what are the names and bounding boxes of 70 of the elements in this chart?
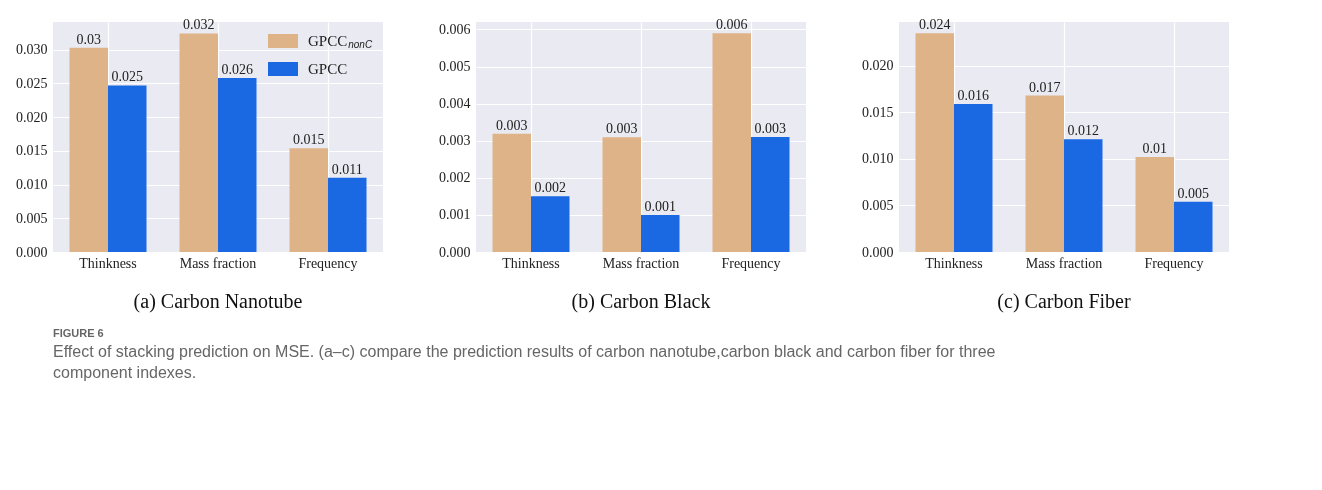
x-tick-label: Frequency	[298, 255, 358, 271]
data-label: 0.026	[221, 61, 253, 77]
bar	[641, 214, 680, 252]
y-tick-label: 0.025	[16, 75, 48, 91]
bar	[218, 77, 257, 252]
data-label: 0.005	[1177, 185, 1209, 201]
y-tick-label: 0.010	[862, 151, 894, 167]
data-label: 0.006	[716, 17, 748, 33]
y-tick-label: 0.002	[439, 170, 471, 186]
y-tick-label: 0.000	[862, 244, 894, 260]
bar	[69, 47, 108, 252]
bar	[289, 148, 328, 252]
data-label: 0.016	[957, 87, 989, 103]
y-tick-label: 0.006	[439, 21, 471, 37]
y-tick-label: 0.010	[16, 177, 48, 193]
data-label: 0.01	[1142, 141, 1167, 157]
legend-label: GPCC	[308, 61, 348, 77]
y-tick-label: 0.004	[439, 96, 471, 112]
x-tick-label: Mass fraction	[179, 255, 257, 271]
bar	[954, 103, 993, 252]
bar	[1025, 95, 1064, 252]
x-tick-label: Mass fraction	[1025, 255, 1103, 271]
y-tick-label: 0.005	[16, 210, 48, 226]
bar	[1135, 157, 1174, 252]
x-tick-label: Thinkness	[925, 255, 983, 271]
bar	[915, 33, 954, 252]
y-tick-label: 0.001	[439, 207, 471, 223]
bar	[179, 33, 218, 252]
bar	[712, 33, 751, 252]
data-label: 0.002	[534, 180, 566, 196]
x-tick-label: Thinkness	[502, 255, 560, 271]
x-tick-label: Thinkness	[79, 255, 137, 271]
data-label: 0.011	[331, 161, 363, 177]
y-tick-label: 0.005	[439, 59, 471, 75]
bar	[1174, 201, 1213, 252]
y-tick-label: 0.005	[862, 197, 894, 213]
y-tick-label: 0.020	[862, 58, 894, 74]
data-label: 0.003	[606, 121, 638, 137]
data-label: 0.003	[496, 117, 528, 133]
y-tick-label: 0.020	[16, 109, 48, 125]
data-label: 0.017	[1029, 79, 1061, 95]
data-label: 0.025	[111, 69, 143, 85]
bar	[751, 137, 790, 252]
x-tick-label: Frequency	[721, 255, 781, 271]
y-tick-label: 0.015	[862, 104, 894, 120]
bar	[531, 196, 570, 252]
bar	[1064, 139, 1103, 252]
y-tick-label: 0.015	[16, 143, 48, 159]
data-label: 0.024	[919, 17, 951, 33]
data-label: 0.001	[644, 198, 676, 214]
y-tick-label: 0.030	[16, 42, 48, 58]
data-label: 0.03	[76, 31, 101, 47]
text: (c) Carbon Fiber	[997, 290, 1131, 313]
data-label: 0.015	[293, 132, 325, 148]
bar	[328, 177, 367, 252]
caption: FIGURE 6	[53, 327, 104, 339]
y-tick-label: 0.003	[439, 133, 471, 149]
bar	[108, 85, 147, 252]
data-label: 0.032	[183, 17, 215, 33]
text: (b) Carbon Black	[571, 290, 711, 313]
data-label: 0.012	[1067, 123, 1099, 139]
bar	[602, 137, 641, 252]
text: (a) Carbon Nanotube	[133, 290, 303, 313]
bar	[492, 133, 531, 252]
y-tick-label: 0.000	[439, 244, 471, 260]
text: Effect of stacking prediction on MSE. (a–c) compare the prediction results of carbon nanotube,carbon black and carbon fiber for three component indexes.	[53, 343, 996, 381]
x-tick-label: Mass fraction	[602, 255, 680, 271]
x-tick-label: Frequency	[1144, 255, 1204, 271]
y-tick-label: 0.000	[16, 244, 48, 260]
data-label: 0.003	[754, 121, 786, 136]
